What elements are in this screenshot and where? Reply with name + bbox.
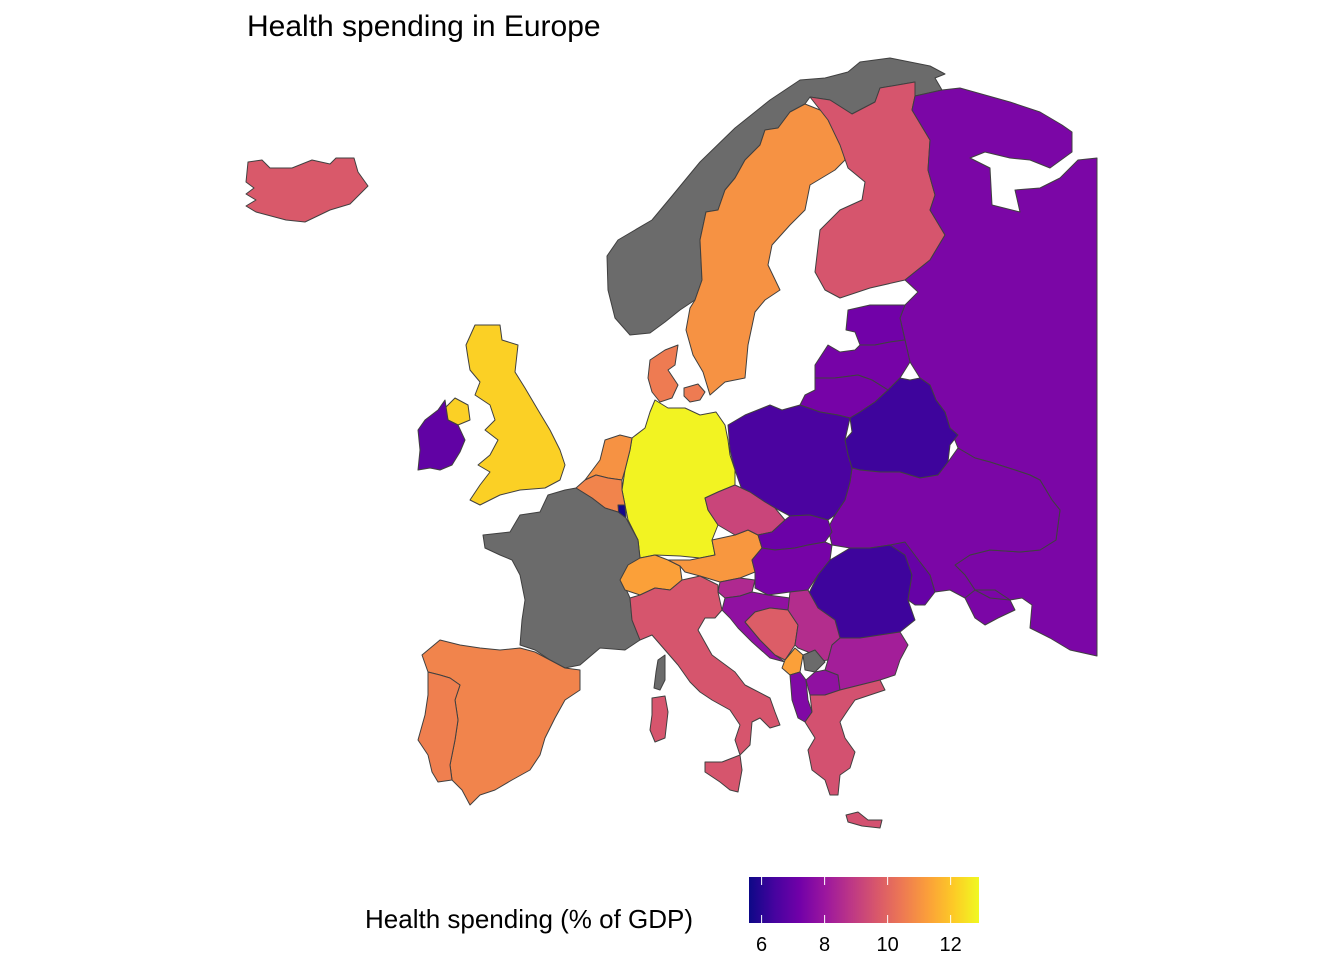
region-moldova[interactable] (889, 541, 936, 606)
region-france[interactable] (482, 487, 641, 669)
region-germany[interactable] (621, 399, 736, 559)
region-ukraine-crimea[interactable] (964, 589, 1016, 626)
region-corsica[interactable] (653, 654, 666, 691)
region-uk[interactable] (465, 324, 566, 506)
legend-gradient (749, 877, 979, 923)
legend-tick-label: 6 (756, 934, 768, 956)
region-greece[interactable] (804, 679, 886, 796)
region-ireland[interactable] (417, 399, 466, 471)
legend-colorbar (749, 877, 979, 923)
region-bulgaria[interactable] (824, 631, 909, 691)
legend-tick-label: 12 (939, 934, 962, 956)
legend-title: Health spending (% of GDP) (365, 904, 694, 934)
region-hungary[interactable] (751, 541, 833, 596)
map-title: Health spending in Europe (247, 10, 601, 43)
legend-ticks (761, 877, 952, 923)
region-italy[interactable] (629, 575, 781, 756)
region-kosovo[interactable] (802, 649, 826, 673)
region-denmark[interactable] (647, 344, 679, 403)
region-denmark-islands[interactable] (683, 383, 706, 403)
legend-tick-label: 10 (876, 934, 899, 956)
region-portugal[interactable] (417, 671, 461, 783)
region-estonia[interactable] (845, 304, 906, 346)
region-sicily[interactable] (704, 754, 743, 793)
region-sardinia[interactable] (649, 695, 669, 743)
region-bosnia[interactable] (744, 607, 799, 661)
region-iceland[interactable] (245, 157, 369, 223)
region-crete[interactable] (845, 811, 883, 829)
legend-tick-label: 8 (819, 934, 831, 956)
region-sweden[interactable] (685, 103, 846, 396)
